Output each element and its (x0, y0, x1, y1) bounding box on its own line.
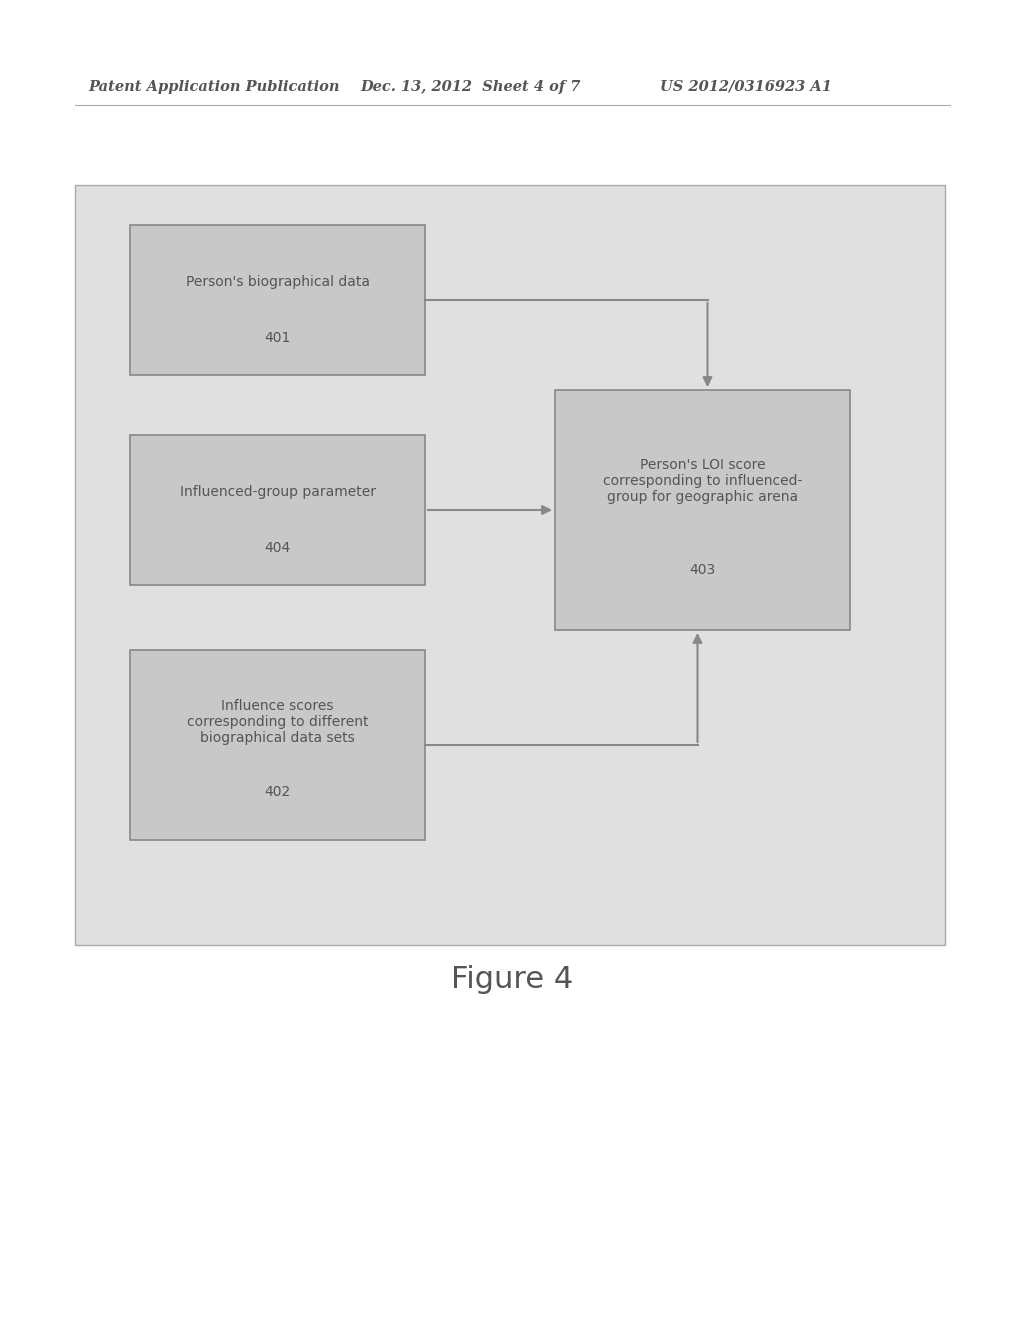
Text: Influence scores
corresponding to different
biographical data sets: Influence scores corresponding to differ… (186, 700, 369, 746)
Text: Influenced-group parameter: Influenced-group parameter (179, 484, 376, 499)
Text: Dec. 13, 2012  Sheet 4 of 7: Dec. 13, 2012 Sheet 4 of 7 (360, 81, 581, 94)
Bar (130, 224, 425, 375)
Text: 401: 401 (264, 330, 291, 345)
Text: Person's biographical data: Person's biographical data (185, 275, 370, 289)
Bar (130, 649, 425, 840)
Bar (75, 185, 945, 945)
Text: 404: 404 (264, 540, 291, 554)
Text: Figure 4: Figure 4 (451, 965, 573, 994)
Text: 402: 402 (264, 785, 291, 800)
Bar (555, 389, 850, 630)
Text: 403: 403 (689, 564, 716, 577)
Text: Patent Application Publication: Patent Application Publication (88, 81, 340, 94)
Text: Person's LOI score
corresponding to influenced-
group for geographic arena: Person's LOI score corresponding to infl… (603, 458, 802, 504)
Text: US 2012/0316923 A1: US 2012/0316923 A1 (660, 81, 831, 94)
Bar (130, 436, 425, 585)
